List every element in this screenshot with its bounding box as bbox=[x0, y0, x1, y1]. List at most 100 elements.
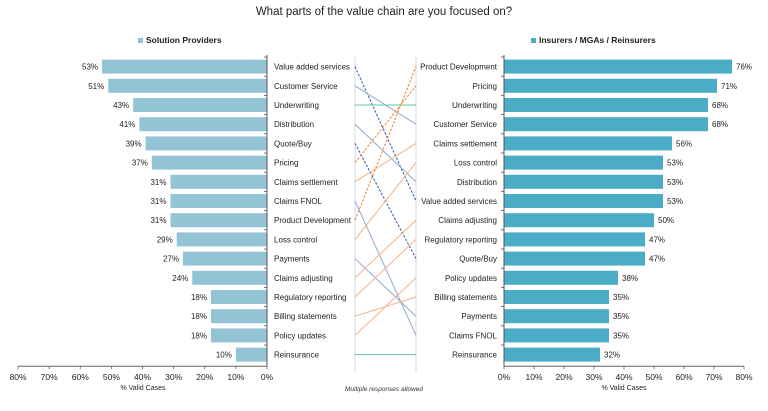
right-category-label: Quote/Buy bbox=[459, 255, 497, 264]
left-bar bbox=[170, 174, 267, 189]
left-bar bbox=[151, 155, 267, 170]
right-x-tick-label: 10% bbox=[525, 372, 542, 382]
left-bar bbox=[170, 194, 267, 208]
left-category-label: Product Development bbox=[274, 216, 352, 225]
right-value-label: 47% bbox=[649, 255, 665, 264]
left-value-label: 53% bbox=[82, 63, 98, 72]
right-value-label: 76% bbox=[736, 63, 752, 72]
right-x-tick-label: 80% bbox=[735, 372, 752, 382]
right-bar bbox=[504, 347, 600, 362]
legend-solution-providers: Solution Providers bbox=[138, 35, 222, 45]
right-bar bbox=[504, 213, 654, 228]
right-bar-chart: 76% Product Development 71% Pricing 68% Under… bbox=[420, 55, 753, 392]
legend-insurers: Insurers / MGAs / Reinsurers bbox=[531, 35, 656, 45]
left-category-label: Loss control bbox=[274, 235, 317, 244]
right-value-label: 53% bbox=[667, 197, 683, 206]
right-category-label: Reinsurance bbox=[452, 351, 497, 360]
right-bar bbox=[504, 232, 645, 247]
left-bar bbox=[108, 78, 267, 93]
right-x-tick-label: 0% bbox=[498, 372, 511, 382]
legend-swatch-right bbox=[531, 37, 536, 43]
left-category-label: Distribution bbox=[274, 120, 314, 129]
left-value-label: 37% bbox=[132, 159, 148, 168]
right-bar bbox=[504, 194, 663, 208]
right-value-label: 35% bbox=[613, 312, 629, 321]
left-category-label: Value added services bbox=[274, 63, 350, 72]
left-bar bbox=[192, 270, 267, 285]
right-value-label: 56% bbox=[676, 139, 692, 148]
right-value-label: 68% bbox=[712, 101, 728, 110]
legend-swatch-left bbox=[138, 37, 143, 43]
right-value-label: 50% bbox=[658, 216, 674, 225]
left-bar bbox=[176, 232, 267, 247]
right-category-label: Policy updates bbox=[445, 274, 497, 283]
right-category-label: Claims adjusting bbox=[438, 216, 497, 225]
right-category-label: Pricing bbox=[473, 82, 497, 91]
left-value-label: 10% bbox=[216, 351, 232, 360]
connector-line bbox=[354, 66, 417, 202]
left-value-label: 31% bbox=[150, 216, 166, 225]
right-x-tick-label: 60% bbox=[675, 372, 692, 382]
right-bar bbox=[504, 290, 609, 304]
left-bar bbox=[182, 251, 267, 266]
right-value-label: 53% bbox=[667, 159, 683, 168]
connector-line bbox=[354, 142, 417, 183]
left-value-label: 29% bbox=[157, 235, 173, 244]
right-bar bbox=[504, 328, 609, 343]
right-category-label: Customer Service bbox=[433, 120, 497, 129]
right-bar bbox=[504, 155, 663, 170]
left-category-label: Claims FNOL bbox=[274, 197, 323, 206]
right-value-label: 71% bbox=[721, 82, 737, 91]
legend-label-left: Solution Providers bbox=[146, 35, 222, 45]
connector-line bbox=[354, 85, 417, 163]
footnote: Multiple responses allowed bbox=[344, 386, 424, 393]
left-value-label: 18% bbox=[191, 331, 207, 340]
left-category-label: Policy updates bbox=[274, 331, 326, 340]
connector-line bbox=[354, 277, 417, 336]
right-bar bbox=[504, 78, 717, 93]
right-x-tick-label: 70% bbox=[705, 372, 722, 382]
left-bar bbox=[139, 117, 267, 132]
connector-line bbox=[354, 219, 417, 279]
right-bar bbox=[504, 136, 672, 151]
right-bar bbox=[504, 309, 609, 324]
left-bar bbox=[102, 59, 267, 74]
left-x-tick-label: 80% bbox=[9, 372, 26, 382]
right-value-label: 35% bbox=[613, 331, 629, 340]
left-bar bbox=[235, 347, 267, 362]
left-category-label: Reinsurance bbox=[274, 351, 319, 360]
rank-connectors bbox=[354, 57, 417, 373]
right-x-tick-label: 20% bbox=[555, 372, 572, 382]
right-category-label: Distribution bbox=[457, 178, 497, 187]
right-category-label: Value added services bbox=[421, 197, 497, 206]
left-value-label: 18% bbox=[191, 293, 207, 302]
left-category-label: Pricing bbox=[274, 159, 298, 168]
left-bar bbox=[170, 213, 267, 228]
left-category-label: Billing statements bbox=[274, 312, 337, 321]
left-category-label: Regulatory reporting bbox=[274, 293, 346, 302]
right-bar bbox=[504, 174, 663, 189]
connector-line bbox=[354, 123, 417, 183]
left-value-label: 39% bbox=[126, 139, 142, 148]
left-bar bbox=[210, 309, 267, 324]
left-category-label: Claims adjusting bbox=[274, 274, 333, 283]
right-category-label: Regulatory reporting bbox=[425, 235, 497, 244]
right-value-label: 68% bbox=[712, 120, 728, 129]
right-x-tick-label: 40% bbox=[615, 372, 632, 382]
left-x-tick-label: 70% bbox=[41, 372, 58, 382]
left-value-label: 18% bbox=[191, 312, 207, 321]
connector-line bbox=[354, 162, 417, 240]
right-bar bbox=[504, 59, 732, 74]
right-value-label: 38% bbox=[622, 274, 638, 283]
left-x-tick-label: 20% bbox=[196, 372, 213, 382]
right-x-tick-label: 30% bbox=[585, 372, 602, 382]
left-x-tick-label: 0% bbox=[261, 372, 274, 382]
right-category-label: Claims settlement bbox=[433, 139, 497, 148]
left-category-label: Customer Service bbox=[274, 82, 338, 91]
connector-line bbox=[354, 239, 417, 298]
left-value-label: 43% bbox=[113, 101, 129, 110]
left-value-label: 27% bbox=[163, 255, 179, 264]
left-bar bbox=[210, 328, 267, 343]
left-x-tick-label: 30% bbox=[165, 372, 182, 382]
